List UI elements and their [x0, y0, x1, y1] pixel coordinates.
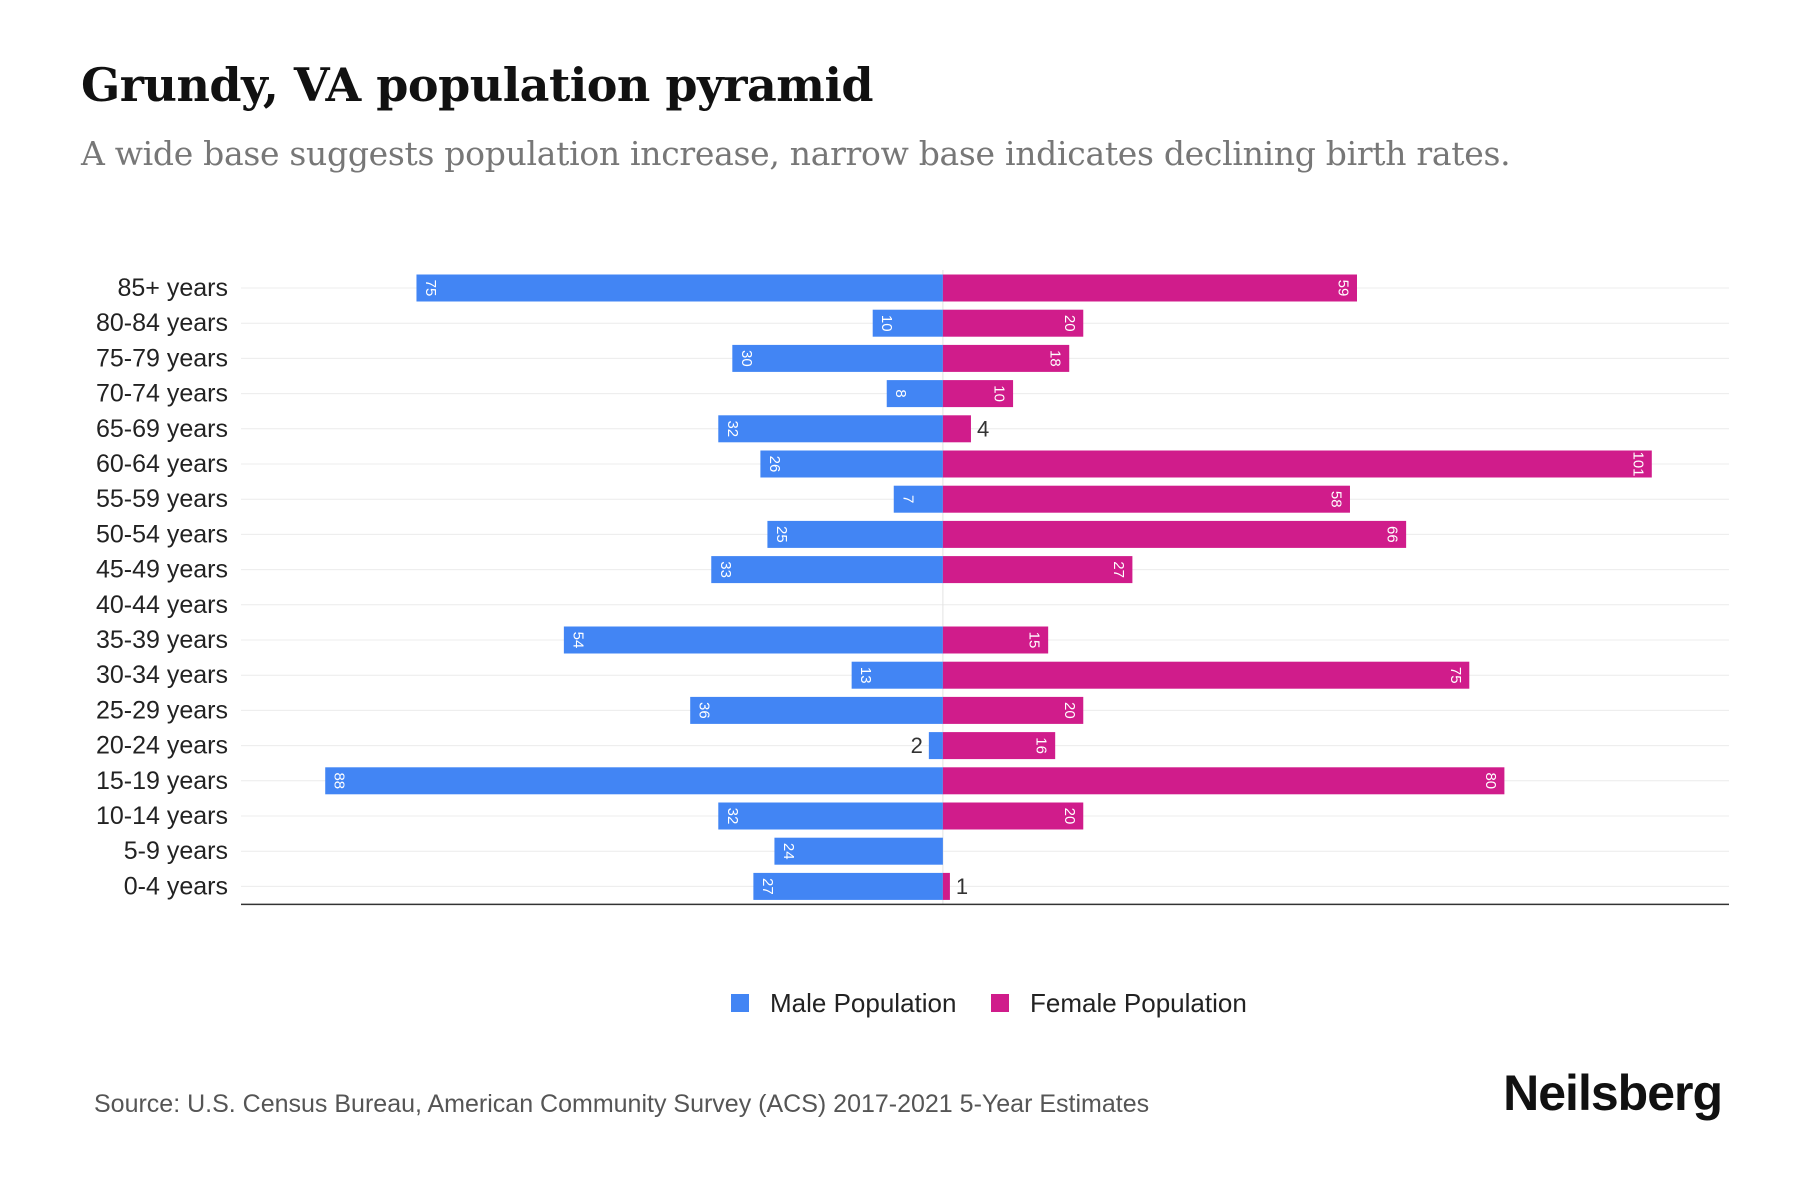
category-label: 10-14 years [96, 802, 228, 830]
male-value-label: 24 [780, 843, 797, 860]
female-value-label: 58 [1327, 491, 1344, 508]
female-value-label: 20 [1061, 702, 1078, 719]
male-bar [690, 696, 943, 724]
male-bar [872, 309, 943, 337]
female-bar [942, 661, 1470, 689]
male-value-label: 13 [857, 667, 874, 684]
male-value-label: 25 [773, 526, 790, 543]
category-label: 60-64 years [96, 450, 228, 478]
female-bar [942, 485, 1350, 513]
female-bar [942, 520, 1407, 548]
female-value-label: 20 [1061, 315, 1078, 332]
male-value-label: 27 [759, 878, 776, 895]
female-value-label: 101 [1629, 451, 1646, 476]
male-value-label: 32 [724, 420, 741, 437]
female-value-label: 20 [1061, 808, 1078, 825]
category-label: 20-24 years [96, 732, 228, 760]
category-label: 80-84 years [96, 309, 228, 337]
chart-title: Grundy, VA population pyramid [81, 58, 874, 112]
female-value-label: 66 [1384, 526, 1401, 543]
female-bar [942, 872, 950, 900]
female-legend-label: Female Population [1030, 988, 1247, 1018]
female-value-label: 27 [1110, 561, 1127, 578]
female-bar [942, 274, 1357, 302]
chart-subtitle: A wide base suggests population increase… [81, 134, 1511, 173]
male-bar [767, 520, 943, 548]
male-bar [325, 767, 943, 795]
female-bar [942, 556, 1133, 584]
male-bar [774, 837, 943, 865]
male-value-label: 30 [738, 350, 755, 367]
category-label: 30-34 years [96, 661, 228, 689]
female-bar [942, 696, 1084, 724]
source-note: Source: U.S. Census Bureau, American Com… [94, 1090, 1150, 1118]
male-bar [893, 485, 943, 513]
male-bar [928, 732, 943, 760]
female-legend-swatch [991, 994, 1009, 1012]
male-bar [760, 450, 943, 478]
female-value-label: 80 [1482, 772, 1499, 789]
category-label: 25-29 years [96, 696, 228, 724]
category-label: 0-4 years [124, 872, 228, 900]
female-bar [942, 309, 1084, 337]
male-value-label: 33 [717, 561, 734, 578]
category-label: 5-9 years [124, 837, 228, 865]
male-bar [718, 415, 943, 443]
category-label: 15-19 years [96, 767, 228, 795]
male-value-label: 32 [724, 808, 741, 825]
female-value-label: 75 [1447, 667, 1464, 684]
male-bar [711, 556, 943, 584]
female-bar [942, 802, 1084, 830]
female-value-label: 59 [1335, 280, 1352, 297]
female-value-label: 1 [956, 874, 968, 899]
male-value-label: 10 [878, 315, 895, 332]
male-bar [563, 626, 943, 654]
category-label: 70-74 years [96, 380, 228, 408]
male-legend-label: Male Population [770, 988, 956, 1018]
female-bar [942, 450, 1652, 478]
category-label: 35-39 years [96, 626, 228, 654]
female-bar [942, 626, 1049, 654]
brand-logo: Neilsberg [1503, 1065, 1723, 1121]
male-value-label: 8 [892, 389, 909, 397]
female-value-label: 18 [1047, 350, 1064, 367]
male-value-label: 2 [911, 733, 923, 758]
male-bar [886, 380, 943, 408]
female-bar [942, 732, 1056, 760]
female-bar [942, 767, 1505, 795]
male-value-label: 75 [422, 280, 439, 297]
category-label: 85+ years [118, 274, 229, 302]
male-value-label: 7 [899, 495, 916, 503]
male-bar [732, 344, 943, 372]
female-value-label: 15 [1026, 632, 1043, 649]
female-value-label: 4 [977, 416, 989, 441]
category-label: 45-49 years [96, 556, 228, 584]
male-bar [718, 802, 943, 830]
male-legend-swatch [731, 994, 749, 1012]
male-value-label: 54 [569, 632, 586, 649]
female-bar [942, 415, 971, 443]
male-value-label: 88 [331, 772, 348, 789]
category-label: 50-54 years [96, 520, 228, 548]
male-value-label: 26 [766, 456, 783, 473]
category-label: 55-59 years [96, 485, 228, 513]
female-bar [942, 344, 1070, 372]
category-label: 75-79 years [96, 344, 228, 372]
female-value-label: 10 [991, 385, 1008, 402]
male-bar [851, 661, 943, 689]
male-bar [753, 872, 943, 900]
female-value-label: 16 [1033, 737, 1050, 754]
category-label: 65-69 years [96, 415, 228, 443]
category-label: 40-44 years [96, 591, 228, 619]
male-bar [416, 274, 943, 302]
female-bar [942, 380, 1014, 408]
male-value-label: 36 [696, 702, 713, 719]
